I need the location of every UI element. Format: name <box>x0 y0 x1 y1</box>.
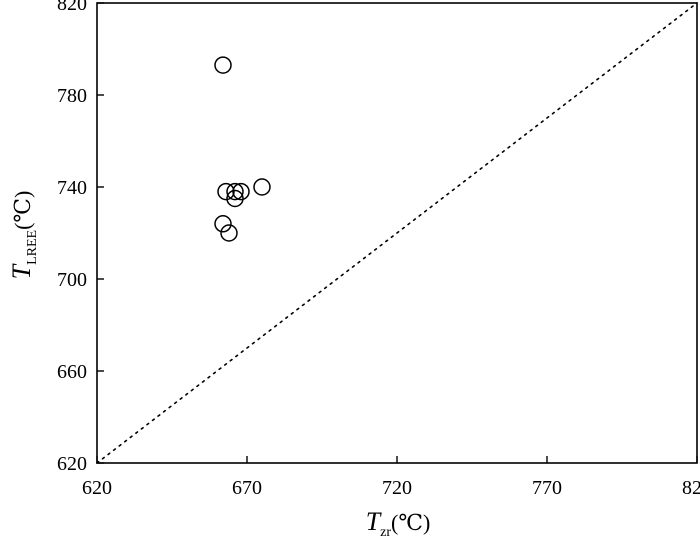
y-axis-title-subscript: LREE <box>25 230 40 265</box>
x-tick-label: 820 <box>682 477 700 499</box>
y-tick-label: 820 <box>57 0 87 15</box>
y-tick-label: 700 <box>57 269 87 291</box>
x-axis-title-symbol: T <box>366 507 382 536</box>
x-tick-label: 620 <box>82 477 112 499</box>
plot-layer <box>96 2 698 464</box>
x-axis-title: Tzr(℃) <box>366 507 431 539</box>
y-tick-label: 620 <box>57 453 87 475</box>
y-axis-title: TLREE(℃) <box>7 191 40 280</box>
y-axis-title-symbol: T <box>7 263 36 279</box>
data-point <box>220 224 238 242</box>
x-tick-label: 720 <box>382 477 412 499</box>
data-point <box>217 182 235 201</box>
x-axis-title-subscript: zr <box>380 525 391 539</box>
data-point <box>214 215 232 233</box>
y-tick-label: 780 <box>57 85 87 107</box>
y-tick-label: 740 <box>57 177 87 199</box>
data-point <box>253 178 271 196</box>
data-point <box>226 182 244 201</box>
y-axis-title-unit: (℃) <box>10 191 35 230</box>
y-tick-label: 660 <box>57 361 87 383</box>
axis-layer: 620 670 720 770 820 620 660 700 740 780 820 <box>57 0 700 499</box>
x-tick-label: 670 <box>232 477 262 499</box>
data-point <box>232 182 250 201</box>
x-axis-title-unit: (℃) <box>391 510 430 535</box>
data-point <box>214 56 232 74</box>
data-point <box>226 189 244 208</box>
x-tick-label: 770 <box>532 477 562 499</box>
reference-line-1-to-1 <box>96 2 698 464</box>
